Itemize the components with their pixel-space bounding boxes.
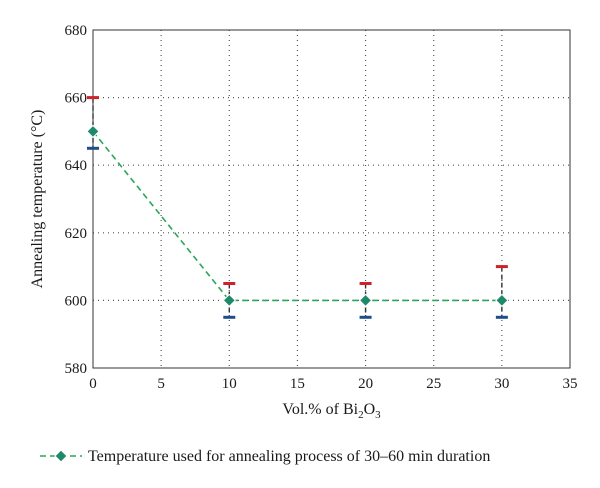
x-tick-label: 10 bbox=[222, 376, 237, 392]
x-tick-label: 35 bbox=[563, 376, 578, 392]
y-tick-label: 600 bbox=[65, 293, 88, 309]
y-tick-label: 680 bbox=[65, 23, 88, 39]
y-tick-label: 580 bbox=[65, 361, 88, 377]
y-axis-title: Annealing temperature (°C) bbox=[29, 110, 46, 289]
x-tick-label: 5 bbox=[157, 376, 165, 392]
y-tick-label: 660 bbox=[65, 91, 88, 107]
x-tick-label: 0 bbox=[89, 376, 97, 392]
legend-marker bbox=[54, 449, 68, 463]
plot-frame bbox=[92, 29, 571, 369]
data-point bbox=[358, 293, 373, 308]
x-tick-label: 15 bbox=[290, 376, 305, 392]
y-tick-label: 620 bbox=[65, 226, 88, 242]
series bbox=[86, 124, 509, 308]
x-tick-label: 30 bbox=[494, 376, 509, 392]
data-point bbox=[222, 293, 236, 308]
legend-label: Temperature used for annealing process o… bbox=[88, 448, 490, 465]
y-tick-label: 640 bbox=[65, 158, 88, 174]
data-point bbox=[86, 124, 100, 139]
series-line bbox=[92, 130, 502, 302]
legend: Temperature used for annealing process o… bbox=[40, 448, 490, 465]
axes bbox=[92, 29, 571, 369]
data-point bbox=[495, 293, 509, 308]
x-tick-label: 25 bbox=[426, 376, 441, 392]
tick-labels: 0 5 10 15 20 25 30 35 580 600 620 640 660 680 bbox=[65, 23, 578, 392]
x-axis-title: Vol.% of Bi2O3 bbox=[282, 401, 381, 421]
x-tick-label: 20 bbox=[358, 376, 373, 392]
